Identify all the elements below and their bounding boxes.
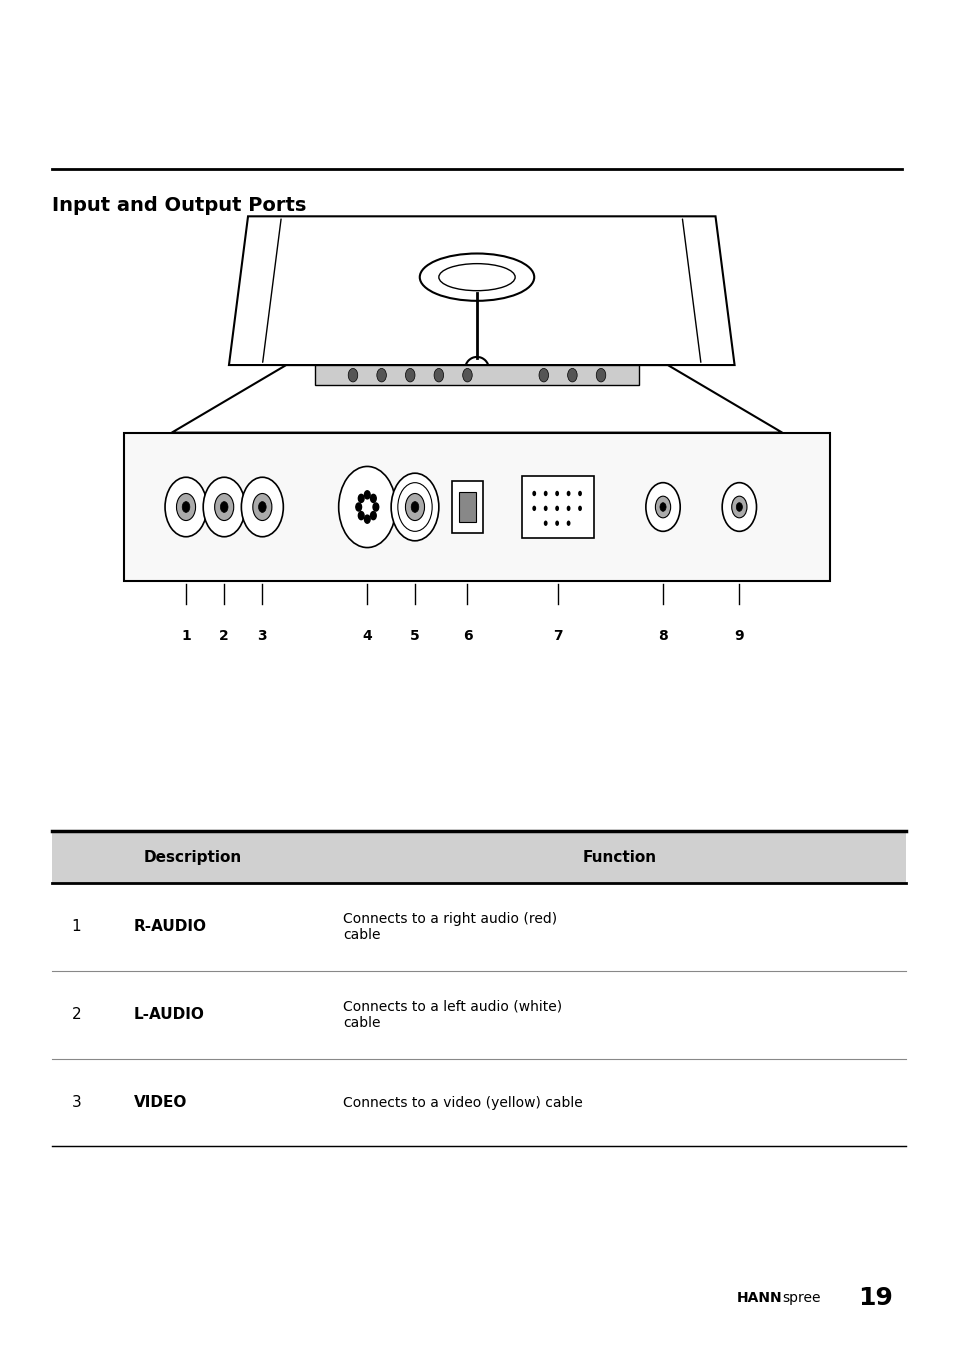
Text: 7: 7 [553,629,562,642]
Circle shape [731,496,746,518]
Circle shape [176,493,195,521]
Text: 3: 3 [257,629,267,642]
Circle shape [543,491,547,496]
Text: 2: 2 [219,629,229,642]
Circle shape [543,521,547,526]
Polygon shape [124,433,829,581]
Circle shape [405,369,415,383]
Circle shape [391,473,438,541]
Circle shape [370,495,375,503]
Circle shape [220,502,228,512]
Circle shape [364,491,370,499]
Circle shape [370,511,375,519]
Circle shape [736,503,741,511]
Text: R-AUDIO: R-AUDIO [133,919,207,934]
Circle shape [182,502,190,512]
Circle shape [434,369,443,383]
Circle shape [555,521,558,526]
Text: 8: 8 [658,629,667,642]
Text: 2: 2 [71,1007,81,1022]
Circle shape [462,369,472,383]
Text: Description: Description [144,849,242,865]
FancyBboxPatch shape [52,831,905,883]
Circle shape [214,493,233,521]
Circle shape [659,503,665,511]
Text: VIDEO: VIDEO [133,1095,187,1110]
FancyBboxPatch shape [521,476,594,538]
Circle shape [566,506,570,511]
Text: Function: Function [582,849,657,865]
Circle shape [165,477,207,537]
Circle shape [655,496,670,518]
Circle shape [355,503,361,511]
Circle shape [578,506,581,511]
Text: 3: 3 [71,1095,81,1110]
Text: Connects to a left audio (white)
cable: Connects to a left audio (white) cable [343,999,562,1030]
Circle shape [358,495,364,503]
Circle shape [596,369,605,383]
Text: Connects to a right audio (red)
cable: Connects to a right audio (red) cable [343,911,557,942]
Text: 5: 5 [410,629,419,642]
Circle shape [364,515,370,523]
Circle shape [538,369,548,383]
Circle shape [373,503,378,511]
Text: 4: 4 [362,629,372,642]
Polygon shape [314,365,639,385]
Circle shape [566,521,570,526]
Text: 9: 9 [734,629,743,642]
Circle shape [253,493,272,521]
Circle shape [555,491,558,496]
FancyBboxPatch shape [452,480,482,533]
Circle shape [578,491,581,496]
Circle shape [241,477,283,537]
Circle shape [721,483,756,531]
Circle shape [405,493,424,521]
Circle shape [338,466,395,548]
Text: HANN: HANN [736,1291,781,1305]
Circle shape [532,506,536,511]
Circle shape [358,511,364,519]
Text: 19: 19 [858,1286,893,1310]
Text: Input and Output Ports: Input and Output Ports [52,196,307,215]
Text: 1: 1 [71,919,81,934]
Circle shape [555,506,558,511]
Circle shape [348,369,357,383]
Text: spree: spree [781,1291,820,1305]
Circle shape [203,477,245,537]
FancyBboxPatch shape [458,492,476,522]
Circle shape [543,506,547,511]
Circle shape [258,502,266,512]
Circle shape [411,502,418,512]
Circle shape [376,369,386,383]
Circle shape [532,491,536,496]
Circle shape [566,491,570,496]
Text: 6: 6 [462,629,472,642]
Text: 1: 1 [181,629,191,642]
Text: L-AUDIO: L-AUDIO [133,1007,204,1022]
Circle shape [645,483,679,531]
Circle shape [567,369,577,383]
Text: Connects to a video (yellow) cable: Connects to a video (yellow) cable [343,1095,582,1110]
